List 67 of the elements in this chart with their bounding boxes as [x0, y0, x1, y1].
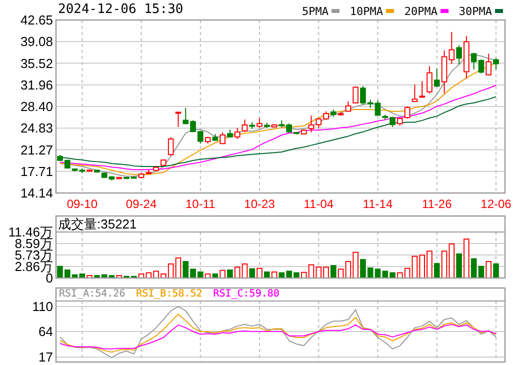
x-tick-label: 11-14 — [362, 197, 393, 211]
legend-label: 10PMA — [350, 4, 384, 18]
y-tick-label: 39.08 — [20, 34, 53, 50]
y-tick-label: 42.65 — [20, 12, 53, 28]
x-tick-label: 09-10 — [66, 197, 98, 211]
candlestick — [493, 58, 499, 70]
candlestick — [242, 119, 248, 132]
y-tick-label: 28.40 — [20, 99, 53, 114]
x-tick-label: 11-26 — [422, 197, 452, 211]
y-tick-label: 21.27 — [20, 142, 53, 158]
bar — [441, 250, 448, 278]
bar — [434, 263, 440, 278]
bar — [256, 268, 262, 278]
bar — [175, 257, 182, 278]
bar — [493, 263, 499, 278]
x-tick-label: 11-04 — [304, 197, 334, 211]
x-tick-label: 10-11 — [186, 197, 216, 211]
candlestick — [470, 52, 477, 70]
legend-label: 20PMA — [404, 4, 438, 18]
chart-title: 2024-12-06 15:30 — [58, 2, 184, 17]
y-tick-label: 11.46万 — [8, 224, 53, 240]
bar — [227, 269, 233, 278]
candlestick — [412, 84, 418, 102]
bar — [448, 243, 455, 278]
line-series — [60, 84, 496, 170]
candlestick — [256, 118, 262, 128]
y-tick-label: 17.71 — [20, 164, 53, 179]
candlestick — [234, 127, 240, 140]
chart-title: 成交量:35221 — [58, 216, 137, 232]
y-tick-label: 64 — [38, 324, 53, 340]
candlestick — [478, 58, 484, 74]
line-series — [60, 314, 496, 353]
bar — [470, 258, 477, 278]
bar — [464, 238, 470, 278]
bar — [330, 265, 336, 278]
text: RSI_C:59.80 — [213, 288, 280, 300]
y-tick-label: 17 — [38, 350, 53, 365]
legend-label: 30PMA — [458, 4, 492, 18]
candlestick — [486, 53, 492, 76]
bar — [456, 253, 462, 278]
y-tick-label: 35.52 — [20, 56, 53, 71]
line-series — [60, 306, 496, 358]
text: RSI_A:54.26 — [59, 288, 126, 300]
x-tick-label: 09-24 — [126, 197, 157, 211]
candlestick — [175, 112, 182, 128]
candlestick — [456, 44, 462, 65]
candlestick — [426, 66, 432, 94]
line-series — [60, 324, 496, 350]
candlestick — [352, 86, 358, 104]
candlestick — [168, 136, 174, 156]
bar — [486, 261, 492, 278]
legend-label: 5PMA — [302, 4, 329, 18]
y-tick-label: 24.83 — [20, 120, 53, 136]
y-tick-label: 110 — [32, 298, 53, 314]
candlestick — [404, 106, 410, 120]
x-tick-label: 12-06 — [480, 197, 512, 211]
y-tick-label: 31.96 — [20, 77, 53, 92]
bar — [249, 268, 256, 278]
candlestick — [434, 68, 440, 88]
candlestick — [419, 80, 426, 98]
x-tick-label: 10-23 — [244, 197, 276, 211]
candlestick — [345, 101, 352, 112]
y-tick-label: 14.14 — [20, 186, 53, 201]
bar — [264, 271, 270, 278]
candlestick — [448, 32, 455, 65]
bar — [220, 270, 226, 278]
text: RSI_B:58.52 — [136, 288, 202, 300]
